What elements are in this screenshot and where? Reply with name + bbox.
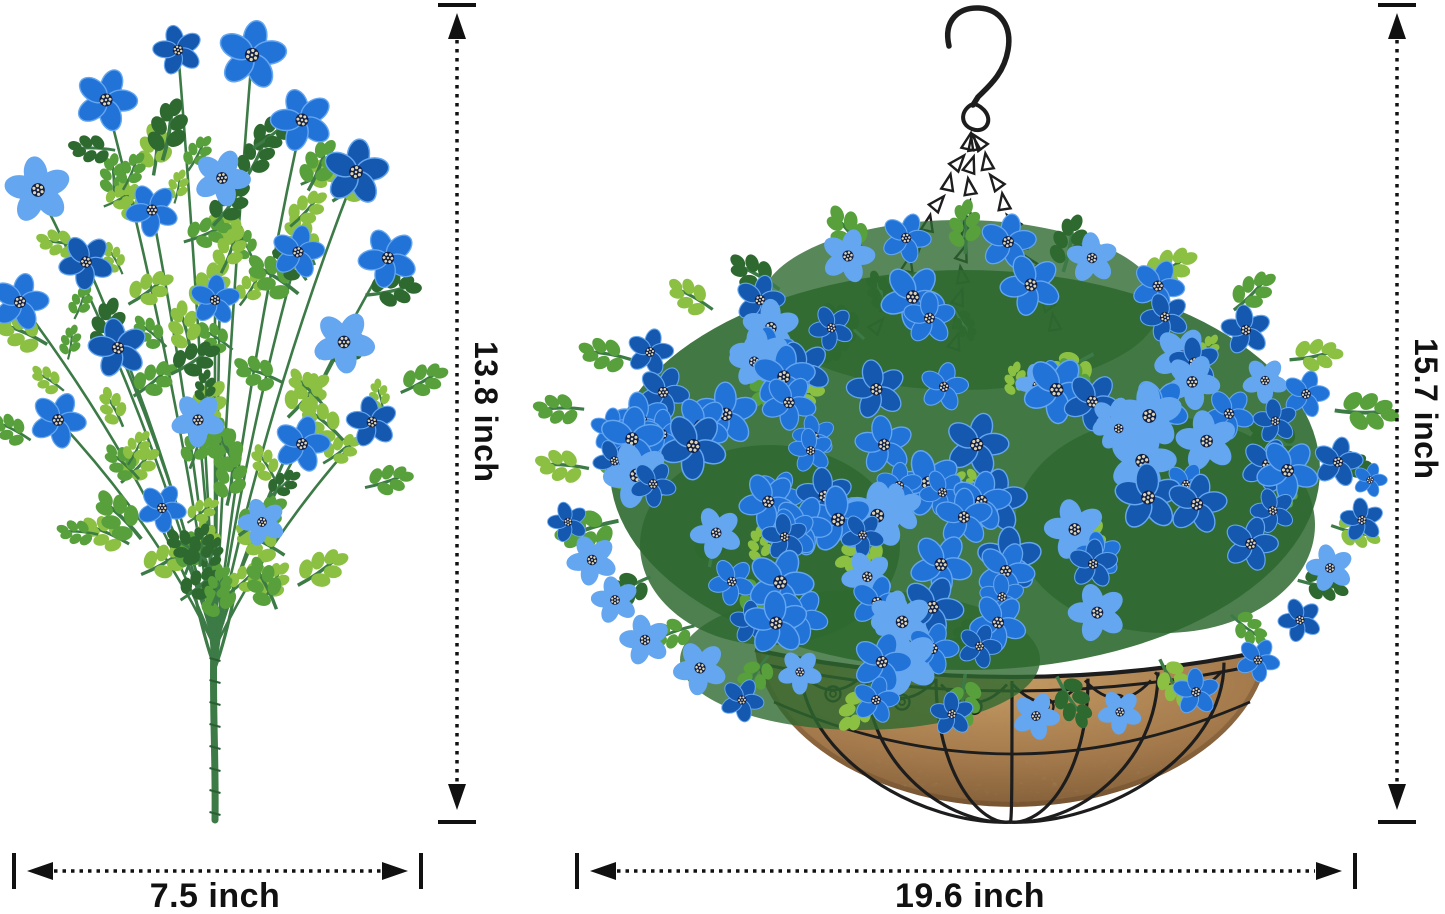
- bush-width-label: 7.5 inch: [149, 877, 281, 914]
- basket-height-label: 15.7 inch: [1408, 338, 1444, 480]
- basket-width-label: 19.6 inch: [894, 877, 1045, 914]
- bush-height-label: 13.8 inch: [468, 341, 504, 483]
- bush-width-dimension: [12, 853, 423, 889]
- bush-height-dimension: [438, 3, 476, 824]
- bush-illustration: [0, 13, 458, 824]
- flower-ball: [530, 192, 1403, 749]
- basket-width-dimension: [575, 853, 1357, 889]
- basket-height-dimension: [1378, 3, 1416, 824]
- hanging-hook: [945, 5, 1012, 133]
- basket-illustration: [530, 5, 1403, 824]
